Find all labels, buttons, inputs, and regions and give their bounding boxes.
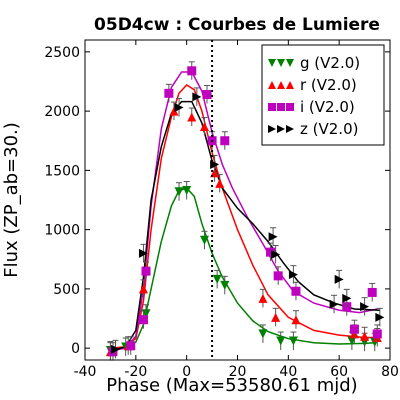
y-tick-label: 0 [71,341,80,357]
data-point-triangle-up [199,122,209,132]
legend-marker-triangle-right [268,125,276,133]
data-point-triangle-down [199,235,209,245]
data-point-square [141,266,151,276]
legend-label: r (V2.0) [300,76,357,94]
legend-marker-triangle-right [286,125,294,133]
legend-marker-square [286,103,294,111]
data-point-triangle-right [138,248,148,258]
legend-entry: r (V2.0) [268,76,357,94]
data-point-triangle-down [288,336,298,346]
legend-entry: g (V2.0) [268,54,360,72]
data-point-square [187,66,197,76]
legend-marker-triangle-up [277,81,285,89]
data-point-triangle-down [182,186,192,196]
legend-marker-triangle-down [268,59,276,67]
x-tick-label: -40 [74,364,97,380]
data-point-square [138,315,148,325]
x-tick-label: 80 [381,364,399,380]
legend-entry: z (V2.0) [268,120,358,138]
data-point-triangle-right [111,344,120,354]
legend-label: i (V2.0) [300,98,355,116]
legend-label: g (V2.0) [300,54,360,72]
legend-marker-triangle-up [268,81,276,89]
data-point-triangle-up [291,315,301,325]
data-point-triangle-up [187,112,197,122]
chart-title: 05D4cw : Courbes de Lumiere [94,15,380,35]
data-point-triangle-right [271,250,281,260]
y-tick-label: 1500 [44,163,80,179]
data-point-triangle-up [360,331,370,341]
plot-frame [84,39,391,361]
data-point-triangle-right [375,312,385,322]
data-point-square [202,90,212,100]
legend-marker-triangle-up [286,81,294,89]
y-axis-label: Flux (ZP_ab=30.) [1,122,22,278]
data-point-triangle-right [329,299,339,309]
data-point-triangle-right [342,293,352,303]
legend: g (V2.0) r (V2.0) i (V2.0) z (V2.0) [261,44,385,146]
legend-marker-triangle-down [286,59,294,67]
data-point-square [220,136,230,146]
y-tick-label: 2000 [44,104,80,120]
data-point-square [126,341,136,351]
x-axis-label: Phase (Max=53580.61 mjd) [106,375,357,396]
data-point-triangle-down [258,329,268,339]
legend-marker-triangle-right [277,125,285,133]
data-point-triangle-down [220,280,230,290]
data-point-triangle-down [276,336,286,346]
data-point-triangle-right [174,103,184,113]
data-point-triangle-right [192,92,202,102]
x-tick-label: 60 [330,364,348,380]
legend-entry: i (V2.0) [268,98,355,116]
data-point-triangle-down [174,187,184,197]
x-tick-label: -20 [124,364,147,380]
data-point-square [291,286,301,296]
x-tick-label: 20 [229,364,247,380]
data-point-triangle-right [268,232,278,242]
y-tick-label: 500 [53,282,80,298]
y-tick-label: 1000 [44,223,80,239]
legend-marker-square [277,103,285,111]
legend-marker-triangle-down [277,59,285,67]
data-point-square [349,324,359,334]
data-point-triangle-up [138,284,148,294]
data-point-square [164,88,174,98]
data-point-triangle-right [360,302,370,312]
legend-label: z (V2.0) [300,120,358,138]
data-point-triangle-up [215,178,225,188]
data-point-square [372,329,382,339]
data-point-square [266,247,276,257]
x-tick-label: 40 [279,364,297,380]
data-point-square [367,287,377,297]
data-point-triangle-right [288,270,298,280]
data-point-square [273,271,283,281]
data-point-triangle-down [212,274,222,284]
data-point-triangle-right [334,274,344,284]
y-tick-label: 2500 [44,45,80,61]
tick-labels: -40 -20 0 20 40 60 80 0 500 1000 1500 2000 2500 [44,45,399,380]
data-point-triangle-up [271,312,281,322]
data-point-triangle-up [258,293,268,303]
data-point-triangle-up [169,106,179,116]
legend-marker-square [268,103,276,111]
x-tick-label: 0 [182,364,191,380]
